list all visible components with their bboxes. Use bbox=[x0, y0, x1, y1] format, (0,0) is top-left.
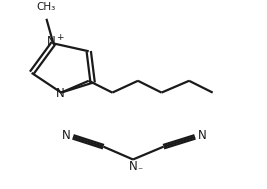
Text: N: N bbox=[62, 129, 70, 142]
Text: N: N bbox=[198, 129, 206, 142]
Text: N: N bbox=[56, 87, 65, 100]
Text: +: + bbox=[56, 33, 64, 42]
Text: N: N bbox=[47, 35, 56, 48]
Text: N: N bbox=[129, 160, 138, 173]
Text: ⁻: ⁻ bbox=[137, 166, 143, 176]
Text: CH₃: CH₃ bbox=[37, 2, 56, 12]
